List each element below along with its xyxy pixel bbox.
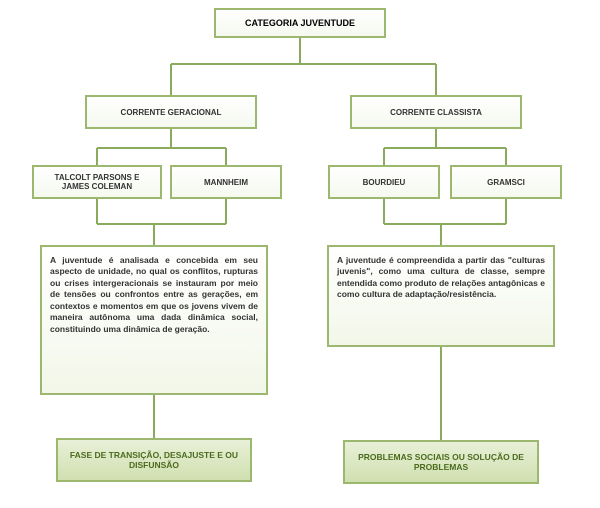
author-gramsci: GRAMSCI: [450, 165, 562, 199]
author-label: BOURDIEU: [363, 178, 406, 187]
conclusion-label: PROBLEMAS SOCIAIS OU SOLUÇÃO DE PROBLEMA…: [351, 452, 531, 472]
author-mannheim: MANNHEIM: [170, 165, 282, 199]
description-geracional: A juventude é analisada e concebida em s…: [40, 245, 268, 395]
branch-label: CORRENTE GERACIONAL: [121, 108, 222, 117]
conclusion-label: FASE DE TRANSIÇÃO, DESAJUSTE E OU DISFUN…: [64, 450, 244, 470]
branch-label: CORRENTE CLASSISTA: [390, 108, 482, 117]
author-label: MANNHEIM: [204, 178, 248, 187]
author-parsons-coleman: TALCOLT PARSONS E JAMES COLEMAN: [32, 165, 162, 199]
author-label: GRAMSCI: [487, 178, 525, 187]
description-classista: A juventude é compreendida a partir das …: [327, 245, 555, 347]
author-bourdieu: BOURDIEU: [328, 165, 440, 199]
author-label: TALCOLT PARSONS E JAMES COLEMAN: [40, 173, 154, 191]
branch-geracional: CORRENTE GERACIONAL: [85, 95, 257, 129]
root-node: CATEGORIA JUVENTUDE: [214, 8, 386, 38]
branch-classista: CORRENTE CLASSISTA: [350, 95, 522, 129]
conclusion-geracional: FASE DE TRANSIÇÃO, DESAJUSTE E OU DISFUN…: [56, 438, 252, 482]
root-label: CATEGORIA JUVENTUDE: [245, 18, 355, 28]
conclusion-classista: PROBLEMAS SOCIAIS OU SOLUÇÃO DE PROBLEMA…: [343, 440, 539, 484]
